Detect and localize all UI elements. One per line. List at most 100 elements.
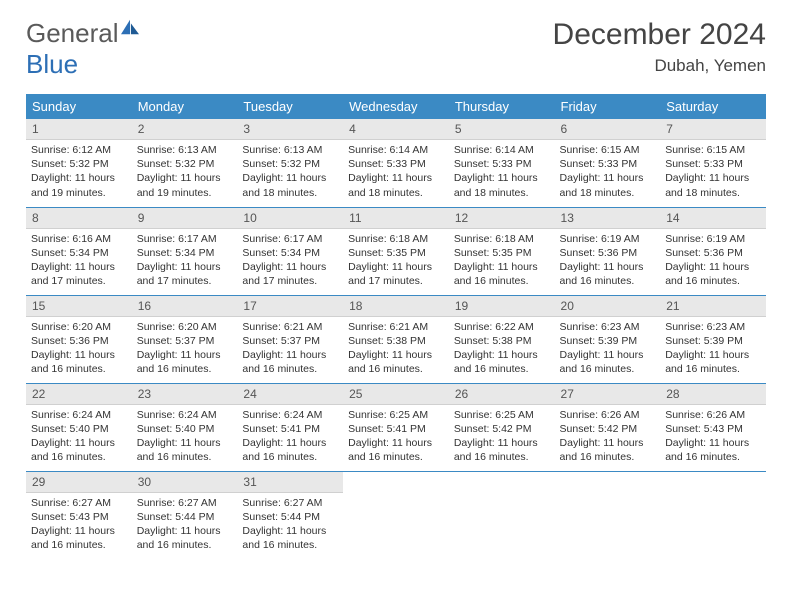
calendar-day-cell: 8Sunrise: 6:16 AMSunset: 5:34 PMDaylight… xyxy=(26,207,132,295)
day-details: Sunrise: 6:18 AMSunset: 5:35 PMDaylight:… xyxy=(343,229,449,294)
title-block: December 2024 Dubah, Yemen xyxy=(553,18,766,76)
day-number: 16 xyxy=(132,296,238,317)
day-details: Sunrise: 6:25 AMSunset: 5:41 PMDaylight:… xyxy=(343,405,449,470)
day-number: 6 xyxy=(555,119,661,140)
weekday-header: Thursday xyxy=(449,94,555,119)
day-details: Sunrise: 6:25 AMSunset: 5:42 PMDaylight:… xyxy=(449,405,555,470)
calendar-day-cell: 27Sunrise: 6:26 AMSunset: 5:42 PMDayligh… xyxy=(555,383,661,471)
calendar-day-cell: 5Sunrise: 6:14 AMSunset: 5:33 PMDaylight… xyxy=(449,119,555,207)
calendar-day-cell: 14Sunrise: 6:19 AMSunset: 5:36 PMDayligh… xyxy=(660,207,766,295)
day-number: 8 xyxy=(26,208,132,229)
day-number: 11 xyxy=(343,208,449,229)
calendar-day-cell: 21Sunrise: 6:23 AMSunset: 5:39 PMDayligh… xyxy=(660,295,766,383)
day-number: 27 xyxy=(555,384,661,405)
calendar-week-row: 8Sunrise: 6:16 AMSunset: 5:34 PMDaylight… xyxy=(26,207,766,295)
month-title: December 2024 xyxy=(553,18,766,52)
calendar-day-cell: 1Sunrise: 6:12 AMSunset: 5:32 PMDaylight… xyxy=(26,119,132,207)
day-details: Sunrise: 6:22 AMSunset: 5:38 PMDaylight:… xyxy=(449,317,555,382)
day-details: Sunrise: 6:27 AMSunset: 5:44 PMDaylight:… xyxy=(132,493,238,558)
day-number: 17 xyxy=(237,296,343,317)
calendar-day-cell: 12Sunrise: 6:18 AMSunset: 5:35 PMDayligh… xyxy=(449,207,555,295)
day-number: 26 xyxy=(449,384,555,405)
calendar-day-cell: 17Sunrise: 6:21 AMSunset: 5:37 PMDayligh… xyxy=(237,295,343,383)
weekday-header-row: SundayMondayTuesdayWednesdayThursdayFrid… xyxy=(26,94,766,119)
calendar-week-row: 22Sunrise: 6:24 AMSunset: 5:40 PMDayligh… xyxy=(26,383,766,471)
calendar-day-cell: 26Sunrise: 6:25 AMSunset: 5:42 PMDayligh… xyxy=(449,383,555,471)
day-number: 3 xyxy=(237,119,343,140)
day-number: 21 xyxy=(660,296,766,317)
day-number: 13 xyxy=(555,208,661,229)
day-number: 2 xyxy=(132,119,238,140)
calendar-week-row: 1Sunrise: 6:12 AMSunset: 5:32 PMDaylight… xyxy=(26,119,766,207)
calendar-day-cell: 24Sunrise: 6:24 AMSunset: 5:41 PMDayligh… xyxy=(237,383,343,471)
header: General Blue December 2024 Dubah, Yemen xyxy=(26,18,766,80)
day-number: 28 xyxy=(660,384,766,405)
calendar-day-cell: 18Sunrise: 6:21 AMSunset: 5:38 PMDayligh… xyxy=(343,295,449,383)
day-number: 9 xyxy=(132,208,238,229)
calendar-day-cell: 2Sunrise: 6:13 AMSunset: 5:32 PMDaylight… xyxy=(132,119,238,207)
calendar-day-cell: 7Sunrise: 6:15 AMSunset: 5:33 PMDaylight… xyxy=(660,119,766,207)
calendar-day-cell: 22Sunrise: 6:24 AMSunset: 5:40 PMDayligh… xyxy=(26,383,132,471)
day-number: 1 xyxy=(26,119,132,140)
day-details: Sunrise: 6:21 AMSunset: 5:37 PMDaylight:… xyxy=(237,317,343,382)
day-number: 12 xyxy=(449,208,555,229)
day-details: Sunrise: 6:17 AMSunset: 5:34 PMDaylight:… xyxy=(132,229,238,294)
day-number: 30 xyxy=(132,472,238,493)
day-details: Sunrise: 6:21 AMSunset: 5:38 PMDaylight:… xyxy=(343,317,449,382)
weekday-header: Sunday xyxy=(26,94,132,119)
calendar-day-cell: 13Sunrise: 6:19 AMSunset: 5:36 PMDayligh… xyxy=(555,207,661,295)
day-details: Sunrise: 6:27 AMSunset: 5:43 PMDaylight:… xyxy=(26,493,132,558)
day-details: Sunrise: 6:13 AMSunset: 5:32 PMDaylight:… xyxy=(132,140,238,205)
day-details: Sunrise: 6:23 AMSunset: 5:39 PMDaylight:… xyxy=(555,317,661,382)
day-number: 4 xyxy=(343,119,449,140)
location-label: Dubah, Yemen xyxy=(553,56,766,76)
day-details: Sunrise: 6:20 AMSunset: 5:36 PMDaylight:… xyxy=(26,317,132,382)
day-details: Sunrise: 6:24 AMSunset: 5:41 PMDaylight:… xyxy=(237,405,343,470)
logo-part2: Blue xyxy=(26,49,78,79)
day-number: 31 xyxy=(237,472,343,493)
day-details: Sunrise: 6:12 AMSunset: 5:32 PMDaylight:… xyxy=(26,140,132,205)
logo-sail-icon xyxy=(119,18,141,36)
weekday-header: Wednesday xyxy=(343,94,449,119)
day-number: 20 xyxy=(555,296,661,317)
day-number: 25 xyxy=(343,384,449,405)
calendar-day-cell: 19Sunrise: 6:22 AMSunset: 5:38 PMDayligh… xyxy=(449,295,555,383)
calendar-day-cell: 9Sunrise: 6:17 AMSunset: 5:34 PMDaylight… xyxy=(132,207,238,295)
day-number: 5 xyxy=(449,119,555,140)
weekday-header: Monday xyxy=(132,94,238,119)
calendar-day-cell: 16Sunrise: 6:20 AMSunset: 5:37 PMDayligh… xyxy=(132,295,238,383)
calendar-week-row: 29Sunrise: 6:27 AMSunset: 5:43 PMDayligh… xyxy=(26,471,766,559)
day-details: Sunrise: 6:15 AMSunset: 5:33 PMDaylight:… xyxy=(660,140,766,205)
day-number: 22 xyxy=(26,384,132,405)
calendar-day-cell: .. xyxy=(343,471,449,559)
calendar-day-cell: 29Sunrise: 6:27 AMSunset: 5:43 PMDayligh… xyxy=(26,471,132,559)
calendar-day-cell: 3Sunrise: 6:13 AMSunset: 5:32 PMDaylight… xyxy=(237,119,343,207)
calendar-day-cell: 6Sunrise: 6:15 AMSunset: 5:33 PMDaylight… xyxy=(555,119,661,207)
day-details: Sunrise: 6:13 AMSunset: 5:32 PMDaylight:… xyxy=(237,140,343,205)
weekday-header: Saturday xyxy=(660,94,766,119)
day-number: 23 xyxy=(132,384,238,405)
calendar-day-cell: 23Sunrise: 6:24 AMSunset: 5:40 PMDayligh… xyxy=(132,383,238,471)
day-number: 15 xyxy=(26,296,132,317)
day-details: Sunrise: 6:18 AMSunset: 5:35 PMDaylight:… xyxy=(449,229,555,294)
day-number: 18 xyxy=(343,296,449,317)
day-details: Sunrise: 6:24 AMSunset: 5:40 PMDaylight:… xyxy=(26,405,132,470)
day-details: Sunrise: 6:19 AMSunset: 5:36 PMDaylight:… xyxy=(660,229,766,294)
calendar-day-cell: 11Sunrise: 6:18 AMSunset: 5:35 PMDayligh… xyxy=(343,207,449,295)
calendar-day-cell: .. xyxy=(449,471,555,559)
calendar-day-cell: 28Sunrise: 6:26 AMSunset: 5:43 PMDayligh… xyxy=(660,383,766,471)
calendar-day-cell: .. xyxy=(660,471,766,559)
logo: General Blue xyxy=(26,18,141,80)
day-number: 29 xyxy=(26,472,132,493)
logo-part1: General xyxy=(26,18,119,48)
day-details: Sunrise: 6:26 AMSunset: 5:43 PMDaylight:… xyxy=(660,405,766,470)
day-number: 24 xyxy=(237,384,343,405)
day-details: Sunrise: 6:15 AMSunset: 5:33 PMDaylight:… xyxy=(555,140,661,205)
day-details: Sunrise: 6:17 AMSunset: 5:34 PMDaylight:… xyxy=(237,229,343,294)
weekday-header: Friday xyxy=(555,94,661,119)
day-number: 14 xyxy=(660,208,766,229)
day-details: Sunrise: 6:14 AMSunset: 5:33 PMDaylight:… xyxy=(343,140,449,205)
day-number: 19 xyxy=(449,296,555,317)
calendar-day-cell: 20Sunrise: 6:23 AMSunset: 5:39 PMDayligh… xyxy=(555,295,661,383)
calendar-day-cell: 30Sunrise: 6:27 AMSunset: 5:44 PMDayligh… xyxy=(132,471,238,559)
